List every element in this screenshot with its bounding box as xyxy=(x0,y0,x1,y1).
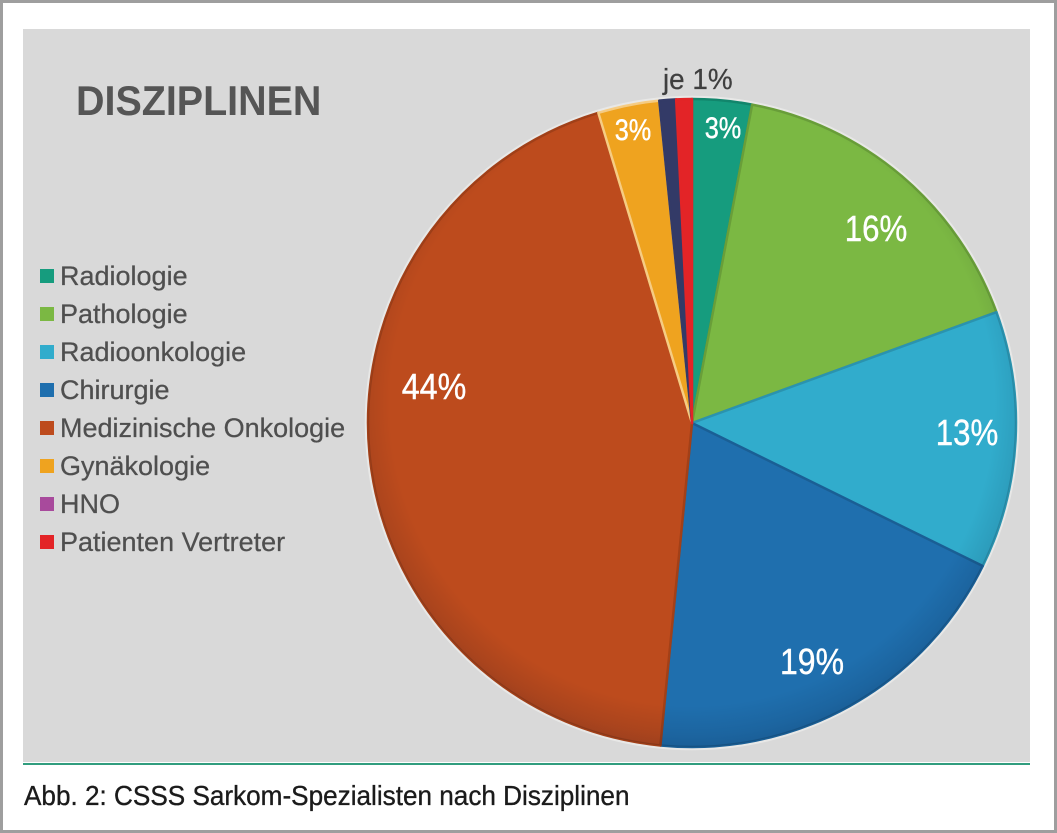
svg-text:16%: 16% xyxy=(845,208,908,249)
svg-text:3%: 3% xyxy=(705,112,742,145)
svg-text:19%: 19% xyxy=(780,641,844,682)
svg-text:13%: 13% xyxy=(936,412,999,453)
svg-text:44%: 44% xyxy=(402,366,467,407)
svg-text:3%: 3% xyxy=(615,114,652,147)
